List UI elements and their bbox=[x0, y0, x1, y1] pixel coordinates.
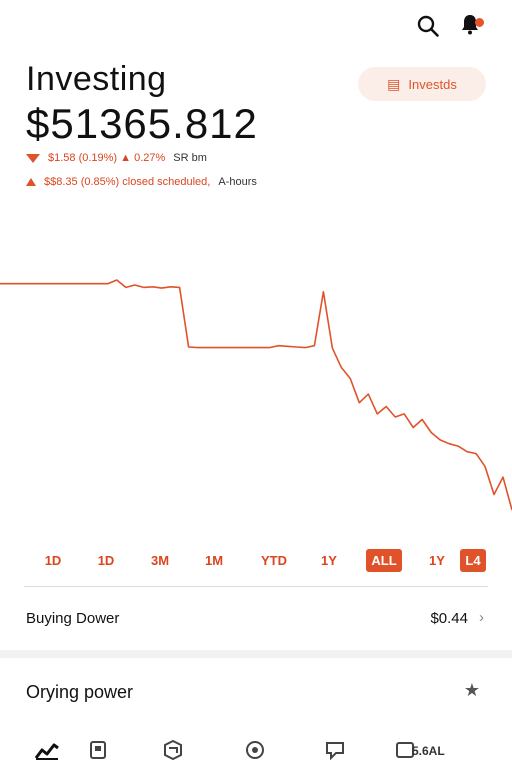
range-button-8[interactable]: L4 bbox=[460, 549, 486, 572]
portfolio-balance: $51365.812 bbox=[26, 100, 258, 147]
tablet-icon[interactable] bbox=[83, 736, 113, 764]
time-range-selector: 1D 1D 3M 1M YTD 1Y ALL 1Y L4 bbox=[0, 549, 512, 573]
chart-icon[interactable] bbox=[32, 736, 62, 764]
change-today-suffix: SR bm bbox=[173, 152, 207, 164]
change-today-text: $1.58 (0.19%) ▲ 0.27% bbox=[48, 152, 166, 164]
bell-icon[interactable] bbox=[456, 10, 484, 38]
bottom-nav: 5.6AL bbox=[0, 734, 512, 768]
change-after-suffix: A-hours bbox=[218, 176, 257, 188]
nav-label: 5.6AL bbox=[412, 744, 445, 758]
other-section-row[interactable]: Orying power ★ bbox=[0, 672, 512, 712]
investments-pill-button[interactable]: ▤ Investds bbox=[358, 67, 486, 101]
cube-icon[interactable] bbox=[158, 736, 188, 764]
range-button-0[interactable]: 1D bbox=[44, 553, 62, 568]
profile-icon[interactable] bbox=[390, 736, 420, 764]
up-triangle-icon bbox=[26, 178, 36, 186]
pill-label: Investds bbox=[408, 76, 457, 92]
chevron-right-icon: › bbox=[479, 609, 484, 626]
down-triangle-icon bbox=[26, 153, 40, 163]
range-button-7[interactable]: 1Y bbox=[429, 553, 445, 568]
search-icon[interactable] bbox=[414, 12, 442, 40]
receipt-icon: ▤ bbox=[387, 75, 401, 92]
target-icon[interactable] bbox=[240, 736, 270, 764]
buying-power-value: $0.44 bbox=[430, 610, 468, 627]
chart-series-line bbox=[0, 279, 512, 511]
divider bbox=[24, 586, 488, 587]
section-separator bbox=[0, 650, 512, 658]
notification-dot bbox=[475, 18, 484, 27]
change-today-row: $1.58 (0.19%) ▲ 0.27% SR bm bbox=[26, 152, 207, 164]
chat-icon[interactable] bbox=[320, 736, 350, 764]
page-title: Investing bbox=[26, 60, 167, 98]
change-after-row: $$8.35 (0.85%) closed scheduled, A-hours bbox=[26, 176, 257, 188]
top-bar bbox=[0, 8, 512, 44]
buying-power-label: Buying Dower bbox=[26, 610, 120, 627]
buying-power-row[interactable]: Buying Dower $0.44 › bbox=[0, 600, 512, 636]
star-icon[interactable]: ★ bbox=[463, 680, 480, 700]
range-button-6[interactable]: ALL bbox=[366, 549, 402, 572]
other-section-label: Orying power bbox=[26, 682, 134, 702]
range-button-2[interactable]: 3M bbox=[150, 553, 170, 568]
range-button-4[interactable]: YTD bbox=[261, 553, 287, 568]
range-button-3[interactable]: 1M bbox=[204, 553, 224, 568]
range-button-1[interactable]: 1D bbox=[97, 553, 115, 568]
range-button-5[interactable]: 1Y bbox=[321, 553, 337, 568]
portfolio-chart[interactable] bbox=[0, 270, 512, 530]
change-after-text: $$8.35 (0.85%) closed scheduled, bbox=[44, 176, 211, 188]
